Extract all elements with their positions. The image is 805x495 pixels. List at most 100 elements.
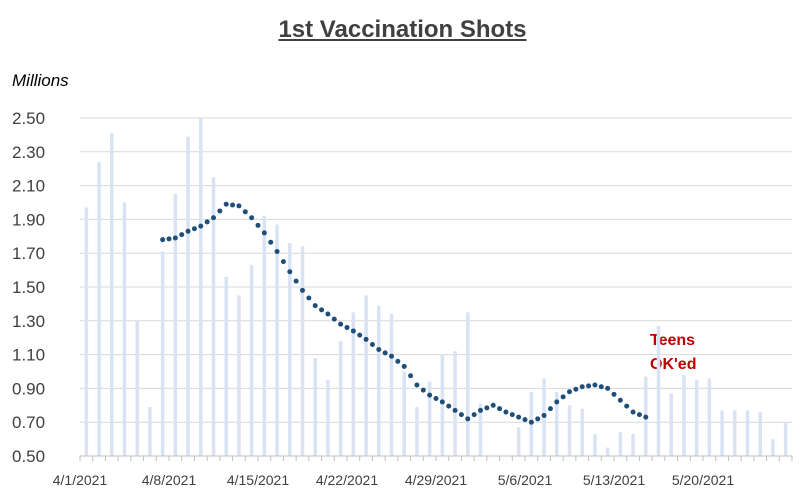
moving-average-point xyxy=(217,208,223,214)
x-tick-label: 5/6/2021 xyxy=(498,472,553,488)
bar xyxy=(783,422,788,456)
moving-average-point xyxy=(535,416,541,422)
bar xyxy=(453,351,457,456)
moving-average-point xyxy=(401,363,407,369)
moving-average-point xyxy=(579,384,585,390)
bar xyxy=(148,406,152,456)
bar xyxy=(389,314,394,456)
moving-average-point xyxy=(204,219,210,225)
bar xyxy=(771,439,775,456)
moving-average-point xyxy=(230,202,236,208)
moving-average-point xyxy=(617,397,623,403)
y-tick-label: 1.10 xyxy=(12,346,45,365)
moving-average-point xyxy=(357,332,363,338)
moving-average-series xyxy=(160,201,649,425)
moving-average-point xyxy=(452,407,458,413)
moving-average-point xyxy=(541,412,547,418)
bar xyxy=(745,410,750,456)
moving-average-point xyxy=(249,215,255,221)
bar xyxy=(173,194,178,457)
x-tick-label: 4/22/2021 xyxy=(316,472,378,488)
moving-average-point xyxy=(567,389,572,395)
bar xyxy=(110,133,114,456)
bar xyxy=(618,432,623,456)
y-tick-label: 2.10 xyxy=(12,177,45,196)
moving-average-point xyxy=(605,385,611,391)
moving-average-point xyxy=(522,417,528,423)
moving-average-point xyxy=(643,414,649,420)
bar xyxy=(682,374,686,456)
moving-average-point xyxy=(382,350,388,356)
y-tick-label: 0.50 xyxy=(12,447,45,466)
moving-average-point xyxy=(293,278,299,284)
moving-average-point xyxy=(554,399,560,405)
moving-average-point xyxy=(497,406,503,412)
moving-average-point xyxy=(408,373,414,379)
moving-average-point xyxy=(427,392,433,398)
y-tick-label: 1.30 xyxy=(12,312,45,331)
bar xyxy=(186,136,190,456)
x-tick-label: 4/8/2021 xyxy=(142,472,197,488)
moving-average-point xyxy=(300,287,305,293)
moving-average-point xyxy=(223,201,229,207)
moving-average-point xyxy=(255,222,261,228)
bar xyxy=(516,427,521,456)
y-tick-label: 0.70 xyxy=(12,413,45,432)
x-tick-label: 5/13/2021 xyxy=(583,472,645,488)
bar xyxy=(402,371,406,456)
bar xyxy=(211,177,216,456)
moving-average-point xyxy=(268,239,274,245)
y-axis-label: Millions xyxy=(12,71,69,90)
moving-average-point xyxy=(236,203,242,209)
moving-average-point xyxy=(573,386,579,392)
moving-average-point xyxy=(198,223,204,229)
bar xyxy=(275,224,279,456)
moving-average-point xyxy=(592,382,598,388)
annotation-line-1: Teens xyxy=(650,332,696,349)
bar xyxy=(605,447,610,456)
moving-average-point xyxy=(325,311,331,317)
bar xyxy=(97,161,101,456)
moving-average-point xyxy=(350,328,356,334)
moving-average-point xyxy=(516,414,522,420)
bar xyxy=(237,295,241,456)
moving-average-point xyxy=(389,353,394,359)
bar xyxy=(580,408,584,456)
x-tick-label: 4/29/2021 xyxy=(405,472,467,488)
moving-average-point xyxy=(376,347,382,353)
moving-average-point xyxy=(503,409,509,415)
moving-average-point xyxy=(446,403,452,409)
y-tick-label: 0.90 xyxy=(12,379,45,398)
bar xyxy=(440,354,445,456)
bar xyxy=(262,216,267,456)
x-axis: 4/1/2021 4/8/2021 4/15/2021 4/22/2021 4/29/2… xyxy=(53,455,793,488)
bar xyxy=(300,246,305,456)
moving-average-point xyxy=(433,396,439,402)
moving-average-point xyxy=(465,416,471,422)
moving-average-point xyxy=(211,215,216,221)
moving-average-point xyxy=(586,383,592,389)
moving-average-point xyxy=(458,412,464,418)
moving-average-point xyxy=(484,405,490,411)
y-tick-label: 2.30 xyxy=(12,143,45,162)
bar xyxy=(478,403,483,456)
moving-average-point xyxy=(395,358,401,364)
moving-average-point xyxy=(280,259,286,265)
bar xyxy=(288,243,292,456)
bar xyxy=(466,312,470,456)
moving-average-point xyxy=(185,228,191,234)
x-tick-label: 4/15/2021 xyxy=(227,472,289,488)
y-tick-label: 2.50 xyxy=(12,109,45,128)
bar xyxy=(427,381,432,456)
moving-average-point xyxy=(528,419,534,425)
bar xyxy=(351,312,356,456)
moving-average-point xyxy=(319,307,325,313)
moving-average-point xyxy=(420,387,426,393)
moving-average-point xyxy=(624,403,630,409)
moving-average-point xyxy=(172,235,178,241)
moving-average-point xyxy=(560,394,566,400)
moving-average-point xyxy=(471,412,477,418)
moving-average-point xyxy=(344,325,350,331)
y-tick-label: 1.90 xyxy=(12,210,45,229)
moving-average-point xyxy=(242,209,248,215)
